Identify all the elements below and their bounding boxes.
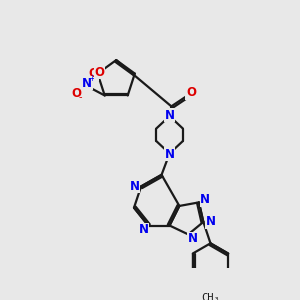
- Text: CH₃: CH₃: [201, 292, 220, 300]
- Text: N: N: [82, 76, 92, 89]
- Text: N: N: [200, 193, 210, 206]
- Text: O: O: [71, 87, 81, 100]
- Text: N: N: [130, 180, 140, 193]
- Text: O: O: [186, 86, 196, 100]
- Text: -: -: [79, 92, 83, 102]
- Text: N: N: [206, 215, 215, 229]
- Text: +: +: [88, 74, 95, 83]
- Text: N: N: [165, 109, 175, 122]
- Text: O: O: [88, 67, 98, 80]
- Text: N: N: [165, 148, 175, 161]
- Text: N: N: [139, 224, 149, 236]
- Text: N: N: [188, 232, 198, 245]
- Text: O: O: [94, 66, 104, 79]
